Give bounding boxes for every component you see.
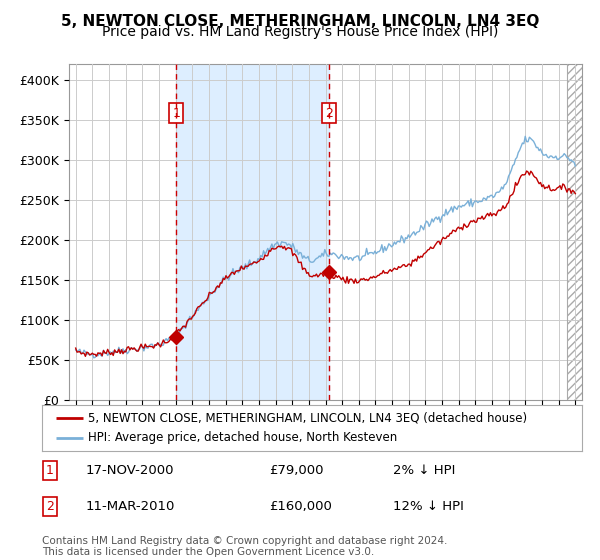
Text: Contains HM Land Registry data © Crown copyright and database right 2024.
This d: Contains HM Land Registry data © Crown c…: [42, 535, 448, 557]
Text: 11-MAR-2010: 11-MAR-2010: [85, 500, 175, 513]
Text: 5, NEWTON CLOSE, METHERINGHAM, LINCOLN, LN4 3EQ: 5, NEWTON CLOSE, METHERINGHAM, LINCOLN, …: [61, 14, 539, 29]
Text: 1: 1: [172, 106, 181, 120]
Bar: [567, 64, 582, 400]
Text: HPI: Average price, detached house, North Kesteven: HPI: Average price, detached house, Nort…: [88, 431, 397, 445]
Text: 12% ↓ HPI: 12% ↓ HPI: [393, 500, 464, 513]
Text: 5, NEWTON CLOSE, METHERINGHAM, LINCOLN, LN4 3EQ (detached house): 5, NEWTON CLOSE, METHERINGHAM, LINCOLN, …: [88, 411, 527, 424]
Text: Price paid vs. HM Land Registry's House Price Index (HPI): Price paid vs. HM Land Registry's House …: [102, 25, 498, 39]
Bar: [567, 64, 582, 400]
Text: 2: 2: [325, 106, 332, 120]
Bar: [176, 64, 329, 400]
Text: 2% ↓ HPI: 2% ↓ HPI: [393, 464, 455, 477]
Text: 1: 1: [46, 464, 54, 477]
Text: £160,000: £160,000: [269, 500, 332, 513]
Text: £79,000: £79,000: [269, 464, 323, 477]
Text: 2: 2: [46, 500, 54, 513]
Text: 17-NOV-2000: 17-NOV-2000: [85, 464, 174, 477]
